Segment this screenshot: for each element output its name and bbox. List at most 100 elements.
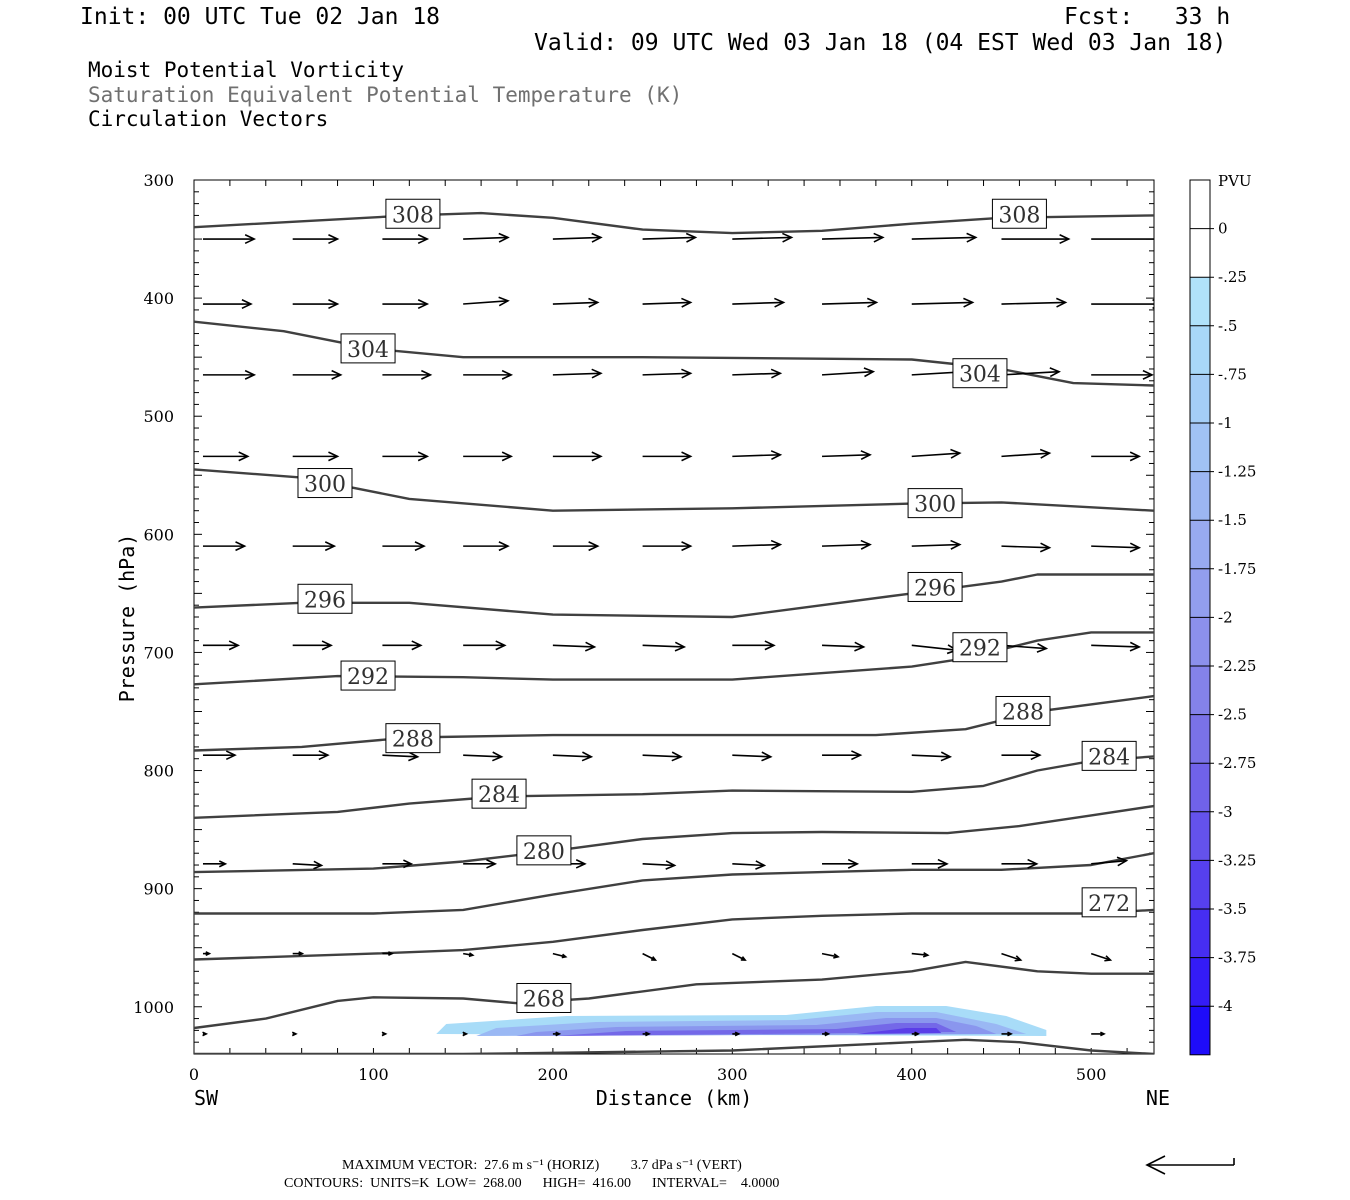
circulation-vector [732,450,783,461]
vector-head [681,297,693,308]
mpv-shading-3 [556,1023,957,1036]
circulation-vector [1001,858,1039,869]
contour-label-text: 280 [523,840,565,865]
vector-head [755,860,767,870]
contour-label-292: 292 [952,632,1008,663]
circulation-vector [463,541,510,552]
circulation-vector [911,751,953,762]
circulation-vector [382,369,433,380]
vector-head [321,640,333,651]
vector-head [685,232,698,243]
vector-head [1156,235,1165,244]
contour-280 [194,804,1154,874]
contour-268 [194,960,1154,1030]
vector-shaft [822,301,877,305]
init-time: Init: 00 UTC Tue 02 Jan 18 [80,4,441,30]
colorbar-swatch [1190,957,1210,1007]
sw-end-label: SW [194,1086,219,1110]
circulation-vector [1091,856,1129,867]
circulation-vector [202,1031,209,1037]
colorbar-swatch [1190,325,1210,375]
colorbar-swatch [1190,909,1210,958]
vector-shaft [911,452,960,458]
vector-shaft [822,236,883,240]
contour-label-280: 280 [516,835,572,866]
vector-shaft [822,453,871,458]
circulation-vector [552,451,603,462]
colorbar-swatch [1190,666,1210,715]
circulation-vector [552,368,603,379]
circulation-vector [732,368,783,379]
vector-head [937,858,949,869]
circulation-vector [822,450,872,461]
contour-label-box [952,632,1008,663]
vector-shaft [552,236,601,240]
vector-shaft [642,754,682,758]
vector-head [581,751,594,762]
vector-shaft [822,543,871,547]
circulation-vector [463,751,504,762]
vector-shaft [1001,644,1047,650]
colorbar-swatch [1190,1006,1210,1055]
circulation-vector [292,541,337,552]
max-vector-info: MAXIMUM VECTOR: 27.6 m s⁻¹ (HORIZ) 3.7 d… [342,1158,742,1173]
circulation-vector [202,451,250,462]
circulation-vector [1001,750,1042,761]
circulation-vector [292,234,340,245]
contour-label-box [385,198,441,229]
vector-head [851,750,863,761]
circulation-vector [732,1031,741,1037]
vector-head [501,369,514,380]
vector-head [860,539,872,550]
vector-shaft [821,952,839,958]
vector-shaft [642,236,696,240]
circulation-vector [1001,542,1052,553]
circulation-vector [382,951,394,957]
circulation-vector [1091,1031,1106,1037]
vector-head [764,640,776,651]
colorbar-swatch [1190,228,1210,278]
circulation-vector [1001,297,1068,308]
colorbar-swatch [1190,423,1210,472]
vector-shaft [732,301,784,305]
colorbar-label: -2.5 [1218,706,1247,724]
vector-head [665,860,677,870]
vector-head [408,751,420,762]
vector-head [950,539,962,550]
circulation-vector [202,951,212,957]
vector-head [414,541,426,552]
vector-shaft [382,754,418,758]
contour-label-box [1081,740,1137,771]
vector-shaft [1090,952,1111,961]
contour-label-288: 288 [995,695,1051,726]
vector-head [591,368,603,379]
circulation-vector [1001,234,1071,245]
circulation-vector [911,952,930,958]
x-tick-label: 200 [538,1065,569,1084]
circulation-vector [463,952,475,958]
colorbar-title: PVU [1218,172,1252,190]
colorbar-label: -4 [1218,997,1233,1015]
colorbar-label: -1 [1218,414,1233,432]
vector-head [555,1031,562,1037]
vector-head [298,951,305,957]
vector-head [588,297,600,308]
contour-label-text: 304 [959,363,1001,388]
vector-head [235,541,247,552]
circulation-vector [292,951,305,957]
vector-shaft [552,952,566,958]
vector-head [501,451,514,462]
circulation-vector [202,541,247,552]
contour-label-272: 272 [1081,887,1137,918]
circulation-vector [382,751,420,762]
circulation-vector [732,297,786,308]
vector-head [202,1031,209,1037]
vector-shaft [732,754,771,758]
circulation-vector [463,451,514,462]
circulation-vector [732,539,783,550]
vector-head [1014,955,1023,962]
vector-shaft [911,236,976,240]
vector-shaft [1091,859,1127,865]
vector-shaft [821,370,874,376]
reference-vector [1145,1155,1235,1175]
